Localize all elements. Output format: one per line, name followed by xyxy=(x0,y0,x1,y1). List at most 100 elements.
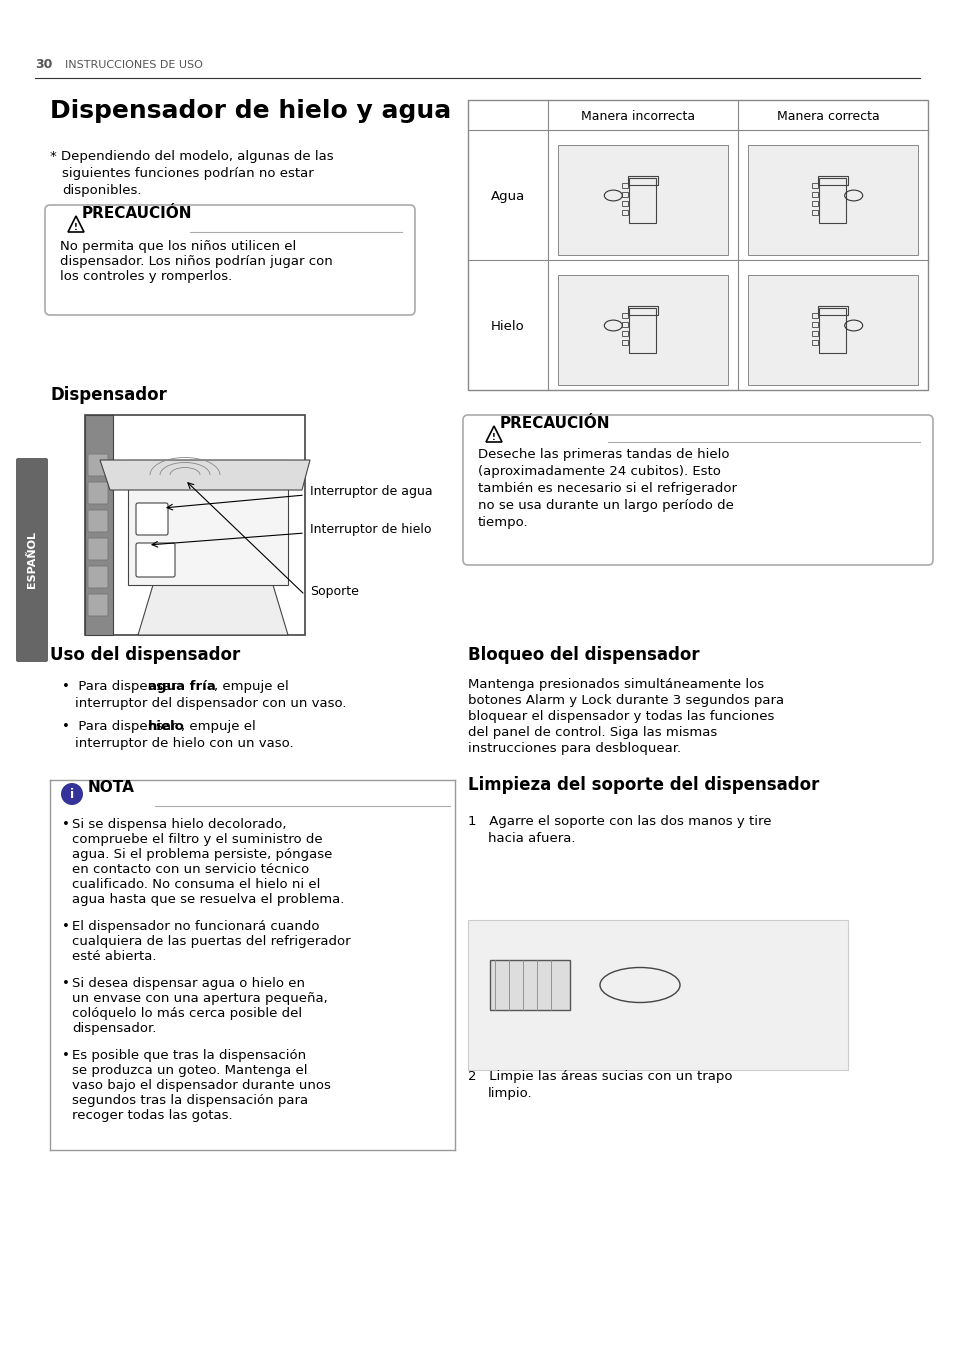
Text: Si se dispensa hielo decolorado,: Si se dispensa hielo decolorado, xyxy=(71,818,286,831)
Text: interruptor del dispensador con un vaso.: interruptor del dispensador con un vaso. xyxy=(75,696,346,710)
Text: Interruptor de agua: Interruptor de agua xyxy=(310,485,432,498)
Text: ESPAÑOL: ESPAÑOL xyxy=(27,532,37,588)
Text: se produzca un goteo. Mantenga el: se produzca un goteo. Mantenga el xyxy=(71,1064,307,1078)
Text: Manera incorrecta: Manera incorrecta xyxy=(580,110,695,123)
Text: 1   Agarre el soporte con las dos manos y tire: 1 Agarre el soporte con las dos manos y … xyxy=(468,814,771,828)
FancyBboxPatch shape xyxy=(45,206,415,315)
Text: cualquiera de las puertas del refrigerador: cualquiera de las puertas del refrigerad… xyxy=(71,935,351,947)
FancyBboxPatch shape xyxy=(88,594,108,616)
Text: INSTRUCCIONES DE USO: INSTRUCCIONES DE USO xyxy=(65,60,203,70)
Text: Uso del dispensador: Uso del dispensador xyxy=(50,646,240,664)
Text: Es posible que tras la dispensación: Es posible que tras la dispensación xyxy=(71,1049,306,1063)
Bar xyxy=(621,192,627,197)
Text: Limpieza del soporte del dispensador: Limpieza del soporte del dispensador xyxy=(468,776,819,794)
Text: Mantenga presionados simultáneamente los: Mantenga presionados simultáneamente los xyxy=(468,679,763,691)
Polygon shape xyxy=(485,426,501,441)
Bar xyxy=(817,175,847,185)
FancyBboxPatch shape xyxy=(462,415,932,565)
Text: agua. Si el problema persiste, póngase: agua. Si el problema persiste, póngase xyxy=(71,849,332,861)
Text: * Dependiendo del modelo, algunas de las: * Dependiendo del modelo, algunas de las xyxy=(50,149,334,163)
Text: !: ! xyxy=(74,222,78,232)
Text: botones Alarm y Lock durante 3 segundos para: botones Alarm y Lock durante 3 segundos … xyxy=(468,694,783,707)
Bar xyxy=(627,175,658,185)
Text: (aproximadamente 24 cubitos). Esto: (aproximadamente 24 cubitos). Esto xyxy=(477,465,720,478)
Text: •: • xyxy=(62,1049,70,1063)
Text: cualificado. No consuma el hielo ni el: cualificado. No consuma el hielo ni el xyxy=(71,877,320,891)
FancyBboxPatch shape xyxy=(88,454,108,476)
FancyBboxPatch shape xyxy=(88,510,108,532)
Text: tiempo.: tiempo. xyxy=(477,515,528,529)
Bar xyxy=(128,461,288,585)
Bar xyxy=(817,306,847,315)
FancyBboxPatch shape xyxy=(88,566,108,588)
FancyBboxPatch shape xyxy=(136,543,174,577)
Text: instrucciones para desbloquear.: instrucciones para desbloquear. xyxy=(468,742,680,755)
Bar xyxy=(811,210,817,215)
Bar xyxy=(747,145,917,255)
Text: PRECAUCIÓN: PRECAUCIÓN xyxy=(82,206,193,221)
Bar xyxy=(811,192,817,197)
Text: Bloqueo del dispensador: Bloqueo del dispensador xyxy=(468,646,699,664)
Text: i: i xyxy=(70,787,74,801)
Text: limpio.: limpio. xyxy=(488,1087,532,1100)
Polygon shape xyxy=(138,585,288,635)
Bar xyxy=(621,340,627,345)
Text: agua hasta que se resuelva el problema.: agua hasta que se resuelva el problema. xyxy=(71,893,344,906)
Text: •: • xyxy=(62,818,70,831)
Text: , empuje el: , empuje el xyxy=(181,720,255,733)
Text: PRECAUCIÓN: PRECAUCIÓN xyxy=(499,415,610,430)
Text: •: • xyxy=(62,920,70,934)
Text: dispensador. Los niños podrían jugar con: dispensador. Los niños podrían jugar con xyxy=(60,255,333,267)
Text: Hielo: Hielo xyxy=(491,319,524,333)
Bar xyxy=(621,202,627,206)
Text: interruptor de hielo con un vaso.: interruptor de hielo con un vaso. xyxy=(75,738,294,750)
Text: dispensador.: dispensador. xyxy=(71,1021,156,1035)
Text: un envase con una apertura pequeña,: un envase con una apertura pequeña, xyxy=(71,993,328,1005)
Text: siguientes funciones podrían no estar: siguientes funciones podrían no estar xyxy=(62,167,314,180)
Text: Manera correcta: Manera correcta xyxy=(776,110,879,123)
Text: El dispensador no funcionará cuando: El dispensador no funcionará cuando xyxy=(71,920,319,934)
Text: Interruptor de hielo: Interruptor de hielo xyxy=(310,522,431,536)
Polygon shape xyxy=(68,217,84,232)
Text: Dispensador: Dispensador xyxy=(50,387,167,404)
Bar xyxy=(85,415,112,635)
Text: segundos tras la dispensación para: segundos tras la dispensación para xyxy=(71,1094,308,1106)
Text: •  Para dispensar: • Para dispensar xyxy=(62,720,181,733)
Bar xyxy=(621,182,627,188)
Bar xyxy=(811,202,817,206)
Bar xyxy=(621,330,627,336)
Bar xyxy=(747,276,917,385)
Text: bloquear el dispensador y todas las funciones: bloquear el dispensador y todas las func… xyxy=(468,710,774,723)
Polygon shape xyxy=(100,461,310,489)
FancyBboxPatch shape xyxy=(88,537,108,559)
Bar xyxy=(558,276,727,385)
Text: hielo: hielo xyxy=(148,720,185,733)
Bar xyxy=(819,177,845,222)
Bar xyxy=(621,313,627,318)
Text: Deseche las primeras tandas de hielo: Deseche las primeras tandas de hielo xyxy=(477,448,729,461)
Text: agua fría: agua fría xyxy=(148,680,215,692)
Bar xyxy=(627,306,658,315)
Text: Agua: Agua xyxy=(491,191,524,203)
Text: compruebe el filtro y el suministro de: compruebe el filtro y el suministro de xyxy=(71,834,322,846)
Text: hacia afuera.: hacia afuera. xyxy=(488,832,575,845)
Text: Dispensador de hielo y agua: Dispensador de hielo y agua xyxy=(50,99,451,123)
Text: esté abierta.: esté abierta. xyxy=(71,950,156,962)
Bar xyxy=(621,322,627,328)
Bar xyxy=(811,322,817,328)
FancyBboxPatch shape xyxy=(136,503,168,535)
Bar xyxy=(468,100,927,389)
Text: en contacto con un servicio técnico: en contacto con un servicio técnico xyxy=(71,862,309,876)
FancyBboxPatch shape xyxy=(16,458,48,662)
Bar xyxy=(85,415,305,635)
Text: 2   Limpie las áreas sucias con un trapo: 2 Limpie las áreas sucias con un trapo xyxy=(468,1069,732,1083)
Text: del panel de control. Siga las mismas: del panel de control. Siga las mismas xyxy=(468,727,717,739)
Text: •: • xyxy=(62,978,70,990)
Text: también es necesario si el refrigerador: también es necesario si el refrigerador xyxy=(477,483,737,495)
Bar xyxy=(811,330,817,336)
Bar xyxy=(811,340,817,345)
Text: , empuje el: , empuje el xyxy=(213,680,289,692)
Text: recoger todas las gotas.: recoger todas las gotas. xyxy=(71,1109,233,1121)
Text: colóquelo lo más cerca posible del: colóquelo lo más cerca posible del xyxy=(71,1008,302,1020)
FancyBboxPatch shape xyxy=(88,483,108,505)
